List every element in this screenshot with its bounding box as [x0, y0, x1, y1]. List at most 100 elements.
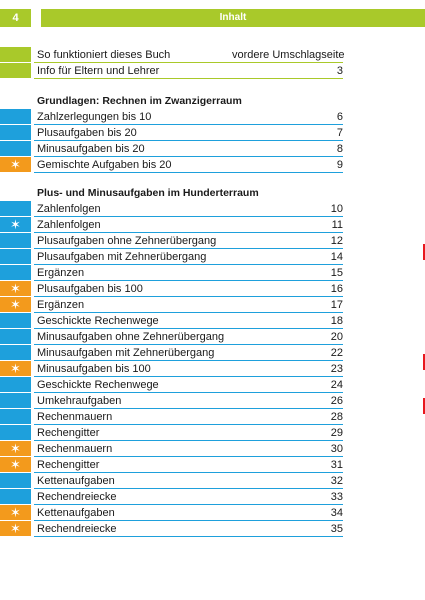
toc-entry-underline: [34, 156, 343, 157]
toc-entry[interactable]: Rechendreiecke 33: [0, 489, 425, 505]
section-marker: [0, 141, 31, 156]
toc-entry[interactable]: Ergänzen 15: [0, 265, 425, 281]
edge-tab-mark: [423, 398, 425, 414]
toc-entry[interactable]: Zahlenfolgen 10: [0, 201, 425, 217]
toc-entry-label: Minusaufgaben mit Zehnerübergang: [37, 347, 215, 359]
toc-entry-label: Rechendreiecke: [37, 491, 117, 503]
toc-entry[interactable]: Plusaufgaben bis 20 7: [0, 125, 425, 141]
toc-entry-label: Zahlzerlegungen bis 10: [37, 111, 152, 123]
toc-entry-page-number: 10: [330, 203, 343, 215]
toc-entry-label: Minusaufgaben bis 100: [37, 363, 151, 375]
toc-entry-page-number: 11: [331, 219, 343, 231]
toc-entry[interactable]: Rechenmauern 28: [0, 409, 425, 425]
toc-entry-underline: [34, 424, 343, 425]
page-header: 4 Inhalt: [0, 0, 425, 27]
toc-entry-label: Geschickte Rechenwege: [37, 379, 159, 391]
toc-entry[interactable]: Info für Eltern und Lehrer 3: [0, 63, 425, 79]
section-marker: [0, 313, 31, 328]
toc-entry-label: Plusaufgaben ohne Zehnerübergang: [37, 235, 217, 247]
toc-entry[interactable]: Zahlzerlegungen bis 10 6: [0, 109, 425, 125]
toc-entry[interactable]: ✶ Plusaufgaben bis 100 16: [0, 281, 425, 297]
toc-entry-underline: [34, 344, 343, 345]
toc-entry-label: Zahlenfolgen: [37, 203, 101, 215]
section-marker: [0, 377, 31, 392]
section-marker: [0, 63, 31, 78]
toc-entry-page-number: 29: [330, 427, 343, 439]
section-marker: [0, 473, 31, 488]
section-marker: [0, 233, 31, 248]
toc-entry[interactable]: Rechengitter 29: [0, 425, 425, 441]
toc-entry[interactable]: Kettenaufgaben 32: [0, 473, 425, 489]
toc-entry-underline: [34, 456, 343, 457]
toc-entry-underline: [34, 62, 343, 63]
section-marker: [0, 109, 31, 124]
section-marker: [0, 345, 31, 360]
toc-entry-page-number: 28: [330, 411, 343, 423]
toc-entry-label: Rechengitter: [37, 427, 100, 439]
toc-entry-underline: [34, 440, 343, 441]
toc-entry-underline: [34, 504, 343, 505]
toc-entry[interactable]: So funktioniert dieses Buch vordere Umsch…: [0, 47, 425, 63]
toc-entry[interactable]: Geschickte Rechenwege 18: [0, 313, 425, 329]
toc-entry[interactable]: ✶ Gemischte Aufgaben bis 20 9: [0, 157, 425, 173]
star-icon: ✶: [10, 361, 21, 376]
section-marker: [0, 393, 31, 408]
challenge-marker: ✶: [0, 361, 31, 376]
toc-entry-underline: [34, 232, 343, 233]
toc-entry-label: Rechenmauern: [37, 411, 113, 423]
toc-entry-page-number: 15: [330, 267, 343, 279]
toc-entry-underline: [34, 520, 343, 521]
toc-entry[interactable]: Plusaufgaben ohne Zehnerübergang 12: [0, 233, 425, 249]
toc-entry[interactable]: ✶ Ergänzen 17: [0, 297, 425, 313]
section-marker: [0, 249, 31, 264]
toc-entry-label: Rechengitter: [37, 459, 100, 471]
toc-entry[interactable]: Minusaufgaben mit Zehnerübergang 22: [0, 345, 425, 361]
section-marker: [0, 329, 31, 344]
star-icon: ✶: [10, 505, 21, 520]
toc-entry-underline: [34, 264, 343, 265]
star-icon: ✶: [10, 521, 21, 536]
section-heading: Plus- und Minusaufgaben im Hunderterraum: [37, 187, 259, 199]
section-marker: [0, 489, 31, 504]
toc-entry-label: Minusaufgaben ohne Zehnerübergang: [37, 331, 225, 343]
toc-entry-label: Umkehraufgaben: [37, 395, 122, 407]
toc-entry-label: Rechenmauern: [37, 443, 113, 455]
toc-entry[interactable]: ✶ Rechengitter 31: [0, 457, 425, 473]
toc-entry-label: Kettenaufgaben: [37, 475, 115, 487]
toc-entry[interactable]: Minusaufgaben bis 20 8: [0, 141, 425, 157]
toc-entry-page-number: 35: [330, 523, 343, 535]
challenge-marker: ✶: [0, 505, 31, 520]
toc-entry-underline: [34, 124, 343, 125]
star-icon: ✶: [10, 281, 21, 296]
section-marker: [0, 425, 31, 440]
toc-entry[interactable]: Plusaufgaben mit Zehnerübergang 14: [0, 249, 425, 265]
toc-entry[interactable]: Minusaufgaben ohne Zehnerübergang 20: [0, 329, 425, 345]
toc-entry-page-number: 8: [336, 143, 343, 155]
section-marker: [0, 125, 31, 140]
toc-entry-label: Geschickte Rechenwege: [37, 315, 159, 327]
challenge-marker: ✶: [0, 441, 31, 456]
challenge-marker: ✶: [0, 217, 31, 232]
toc-entry-page-number: 26: [330, 395, 343, 407]
toc-entry-page-number: 9: [336, 159, 343, 171]
star-icon: ✶: [10, 441, 21, 456]
star-icon: ✶: [10, 457, 21, 472]
toc-entry-page-number: 20: [330, 331, 343, 343]
toc-entry-underline: [34, 488, 343, 489]
toc-entry-label: So funktioniert dieses Buch: [37, 49, 171, 61]
toc-entry-underline: [34, 296, 343, 297]
toc-entry-underline: [34, 280, 343, 281]
challenge-marker: ✶: [0, 281, 31, 296]
toc-entry[interactable]: Geschickte Rechenwege 24: [0, 377, 425, 393]
toc-entry[interactable]: Umkehraufgaben 26: [0, 393, 425, 409]
toc-entry[interactable]: ✶ Minusaufgaben bis 100 23: [0, 361, 425, 377]
toc-entry[interactable]: ✶ Zahlenfolgen 11: [0, 217, 425, 233]
toc-entry-underline: [34, 376, 343, 377]
toc-entry[interactable]: ✶ Rechendreiecke 35: [0, 521, 425, 537]
toc-entry-page-number: 7: [336, 127, 343, 139]
toc-entry[interactable]: ✶ Kettenaufgaben 34: [0, 505, 425, 521]
toc-entry-label: Kettenaufgaben: [37, 507, 115, 519]
toc-entry[interactable]: ✶ Rechenmauern 30: [0, 441, 425, 457]
toc-entry-page-number: 18: [330, 315, 343, 327]
toc-entry-page-number: 12: [330, 235, 343, 247]
